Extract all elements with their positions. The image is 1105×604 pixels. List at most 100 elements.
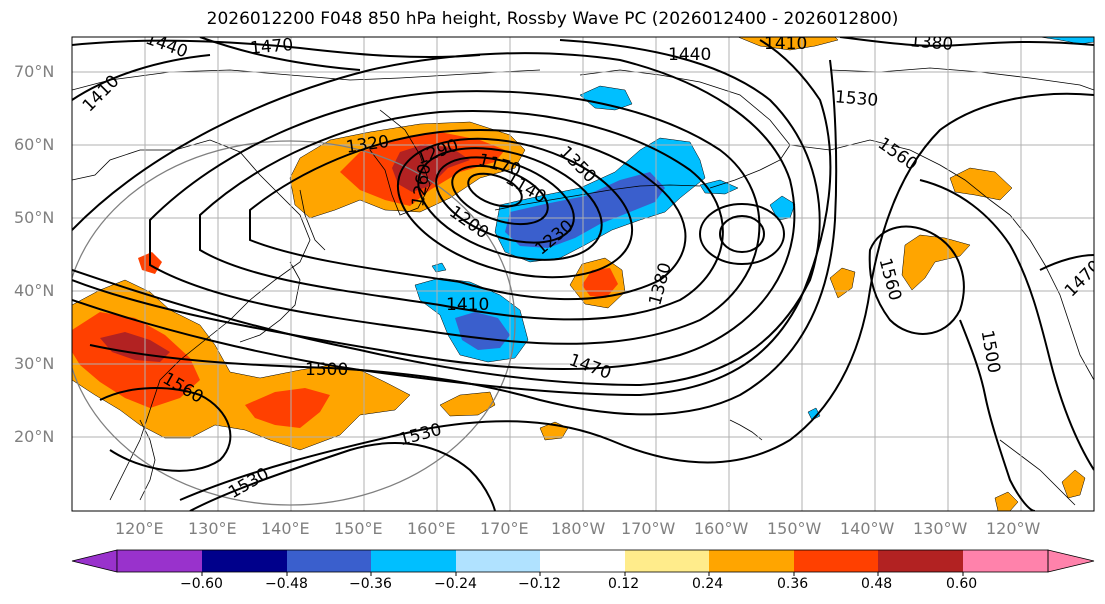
- lon-label-170e: 170°E: [480, 519, 529, 538]
- contour-1560-west: [99, 387, 232, 472]
- contour-label-1500-mid: 1500: [305, 360, 348, 380]
- contour-1380-north: [839, 37, 1094, 47]
- lon-label-180w: 180°W: [551, 519, 606, 538]
- anomaly-small-lightblue-2: [431, 262, 447, 273]
- anomaly-small-lightblue: [807, 407, 821, 421]
- lon-label-130w: 130°W: [913, 519, 968, 538]
- lon-label-170w: 170°W: [621, 519, 676, 538]
- contour-label-1470-nw: 1470: [249, 35, 294, 59]
- contour-label-1410: 1410: [446, 295, 489, 315]
- lat-label-20n: 20°N: [14, 427, 55, 446]
- colorbar-bin-5: [456, 550, 540, 572]
- colorbar-bin-4: [371, 550, 456, 572]
- colorbar-bin-3: [287, 550, 371, 572]
- colorbar-extend-high: [1047, 549, 1095, 573]
- anomaly-subtropic-red-east: [245, 388, 330, 428]
- contour-1440: [72, 39, 821, 387]
- negative-anomaly-shading: [414, 37, 1094, 421]
- colorbar-bin-9: [794, 550, 878, 572]
- anomaly-southeast-orange-2: [994, 491, 1019, 511]
- contour-low-core-2: [451, 164, 549, 226]
- anomaly-subtropic-darkred: [100, 332, 170, 362]
- anomaly-gulf-orange: [949, 167, 1013, 201]
- coastline-asia: [72, 139, 311, 501]
- anomaly-bering-blue: [505, 172, 665, 248]
- lon-label-150w: 150°W: [767, 519, 822, 538]
- coastline-sakhalin: [299, 189, 326, 251]
- lon-label-160e: 160°E: [407, 519, 456, 538]
- colorbar-tick-pos060: 0.60: [946, 576, 978, 592]
- colorbar-bin-7: [625, 550, 709, 572]
- colorbar-tick-neg036: −0.36: [349, 576, 392, 592]
- colorbar-tick-pos048: 0.48: [861, 576, 893, 592]
- coastline-hawaii: [729, 419, 763, 441]
- anomaly-arctic-lightblue: [1039, 37, 1094, 45]
- contour-1440-north: [72, 39, 481, 59]
- contour-1410-north: [72, 54, 211, 101]
- coastline-philippines: [139, 419, 156, 501]
- contour-label-1380-ne: 1380: [909, 31, 954, 55]
- anomaly-southeast-orange: [1061, 469, 1086, 499]
- height-contours: [72, 37, 1094, 511]
- anomaly-kamchatka-darkred: [392, 144, 470, 192]
- lat-label-50n: 50°N: [14, 208, 55, 227]
- contour-1500: [89, 59, 838, 416]
- colorbar-frame: [116, 549, 1049, 573]
- colorbar-tick-pos024: 0.24: [692, 576, 724, 592]
- contour-1560-east: [868, 225, 965, 335]
- anomaly-arctic-orange: [737, 37, 839, 51]
- anomaly-subtropic-orange: [72, 279, 411, 451]
- contour-ridge-high-2: [699, 203, 785, 265]
- contour-low-core-3: [435, 156, 575, 244]
- contour-low-core-1: [467, 172, 523, 208]
- contour-ridge-high: [719, 215, 765, 253]
- coastline-kamchatka: [369, 109, 431, 216]
- map-frame: [71, 36, 1095, 512]
- colorbar-extend-low: [71, 549, 118, 573]
- contour-label-1410-ne: 1410: [764, 34, 807, 54]
- colorbar-tick-pos012: 0.12: [608, 576, 640, 592]
- colorbar-tick-neg048: −0.48: [265, 576, 308, 592]
- colorbar-tick-neg012: −0.12: [518, 576, 561, 592]
- lat-label-70n: 70°N: [14, 62, 55, 81]
- reference-circle: [72, 140, 516, 506]
- lon-label-140w: 140°W: [840, 519, 895, 538]
- contour-1470: [72, 39, 832, 397]
- colorbar-bin-10: [878, 550, 963, 572]
- map-title: 2026012200 F048 850 hPa height, Rossby W…: [206, 9, 899, 29]
- colorbar-bin-1: [117, 550, 202, 572]
- colorbar-tick-pos036: 0.36: [777, 576, 809, 592]
- colorbar-bin-2: [202, 550, 287, 572]
- lat-label-40n: 40°N: [14, 281, 55, 300]
- coastline-mexico: [999, 439, 1076, 506]
- contour-1530-east: [919, 179, 1094, 471]
- coastline-siberia-north: [72, 69, 541, 91]
- coastline-north-america-west: [1009, 214, 1094, 381]
- colorbar-tick-marks: [201, 572, 964, 576]
- contour-1470-north: [199, 37, 361, 71]
- lon-label-160w: 160°W: [694, 519, 749, 538]
- colorbar-bin-8: [709, 550, 794, 572]
- lon-label-120w: 120°W: [986, 519, 1041, 538]
- lat-label-30n: 30°N: [14, 354, 55, 373]
- contour-1350: [149, 90, 761, 345]
- lon-label-130e: 130°E: [188, 519, 237, 538]
- anomaly-alaska-lightblue: [579, 85, 633, 111]
- contour-low-1530: [189, 441, 496, 511]
- contour-1410: [72, 52, 796, 370]
- map-panel: 1440 1470 1410 1320 1290 1260 1170 1140 …: [72, 31, 1094, 511]
- contour-low-core-4: [417, 147, 603, 261]
- lon-label-140e: 140°E: [261, 519, 310, 538]
- anomaly-hawaii-south-orange: [439, 391, 496, 417]
- contour-1500-east: [959, 319, 1036, 511]
- lat-label-60n: 60°N: [14, 135, 55, 154]
- colorbar-tick-neg060: −0.60: [180, 576, 223, 592]
- contour-1290: [199, 110, 724, 321]
- coastline-alaska: [579, 69, 791, 189]
- lon-label-150e: 150°E: [334, 519, 383, 538]
- contour-1230: [249, 129, 687, 301]
- colorbar-bin-11: [963, 550, 1048, 572]
- contour-label-1440-top: 1440: [668, 45, 711, 65]
- colorbar-tick-neg024: −0.24: [434, 576, 477, 592]
